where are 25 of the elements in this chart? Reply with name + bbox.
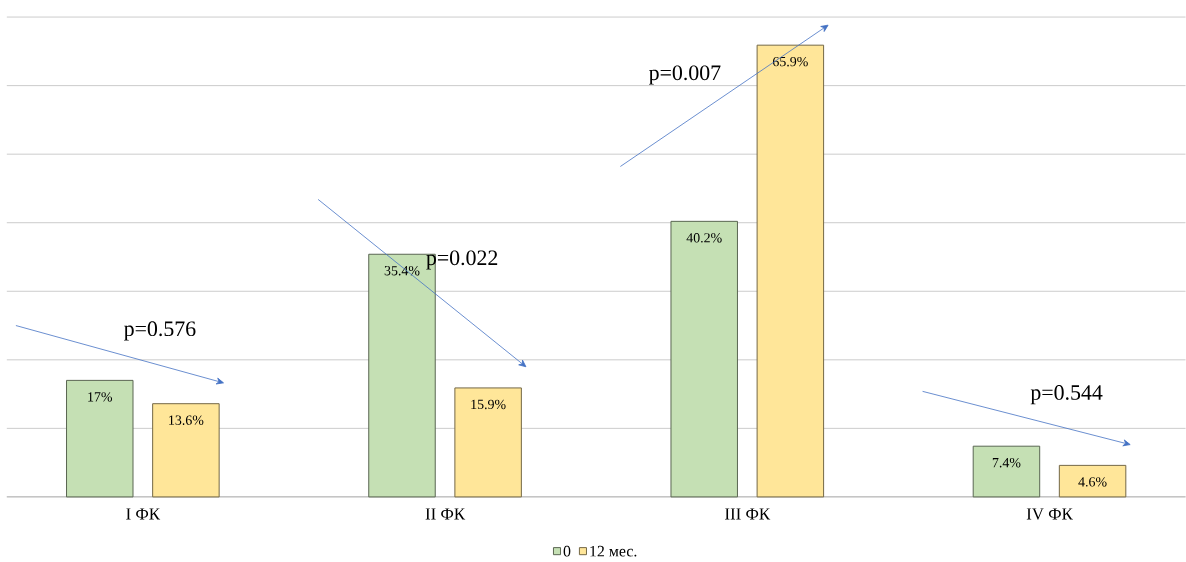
- annotation: p=0.576: [124, 321, 196, 341]
- data-label: 35.4%: [384, 266, 420, 276]
- data-label: 7.4%: [992, 458, 1021, 468]
- annotation: p=0.022: [426, 250, 498, 270]
- annotation: p=0.007: [649, 65, 721, 85]
- data-label: 40.2%: [686, 233, 722, 243]
- data-label: 65.9%: [772, 56, 808, 67]
- bar: [1058, 464, 1127, 498]
- bar: [670, 220, 738, 498]
- x-tick-label: II ФК: [425, 508, 466, 520]
- legend-label: 12 мес.: [590, 545, 637, 557]
- bar: [66, 379, 134, 498]
- x-tick-label: I ФК: [126, 508, 161, 520]
- data-label: 4.6%: [1078, 477, 1107, 487]
- x-tick-label: III ФК: [725, 508, 771, 520]
- legend-label: 0: [563, 545, 571, 557]
- bar: [454, 387, 522, 498]
- bar: [756, 44, 825, 498]
- bar: [152, 403, 220, 498]
- data-label: 17%: [88, 392, 113, 402]
- data-label: 13.6%: [169, 415, 204, 425]
- x-tick-label: IV ФК: [1026, 508, 1073, 520]
- bar: [972, 445, 1041, 498]
- annotation: p=0.544: [1030, 385, 1103, 405]
- data-label: 15.9%: [471, 399, 506, 410]
